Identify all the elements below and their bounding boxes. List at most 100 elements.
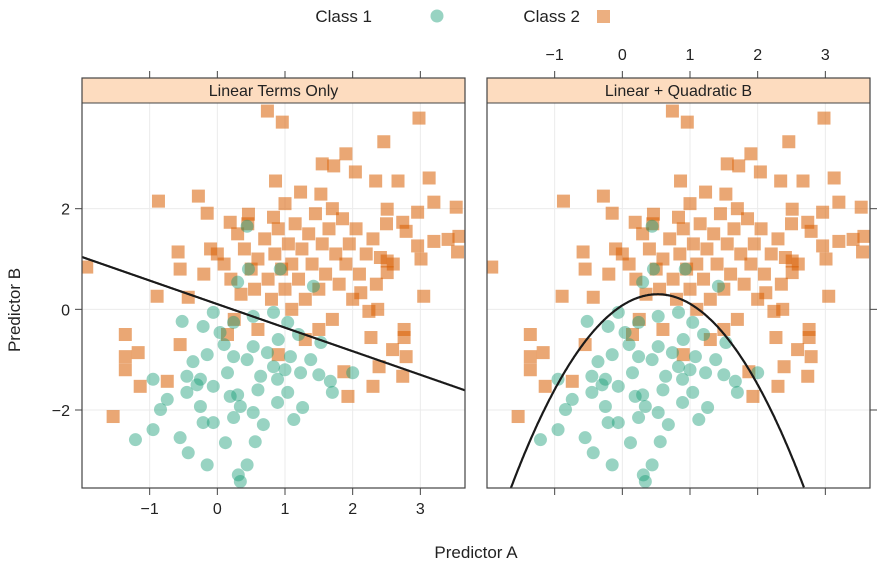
x-axis-label: Predictor A [434,543,518,562]
point-class-2 [342,237,356,251]
panel-1: Linear Terms Only −1 0 1 2 3 −2 0 2 [52,71,466,518]
point-class-2 [622,257,636,271]
point-class-2 [366,379,380,393]
point-class-2 [609,242,623,256]
point-class-2 [377,135,391,149]
point-class-2 [676,222,690,236]
point-class-2 [399,350,413,364]
point-class-1 [241,262,255,276]
point-class-2 [605,206,619,220]
x-tick-label-top: 0 [618,47,627,64]
point-class-2 [720,237,734,251]
point-class-2 [278,197,292,211]
x-tick-label-top: 3 [821,47,830,64]
point-class-2 [628,215,642,229]
point-class-1 [160,392,174,406]
point-class-1 [153,402,167,416]
x-tick-label: 3 [416,501,425,518]
point-class-2 [656,252,670,266]
point-class-2 [427,195,441,209]
point-class-2 [817,111,831,125]
point-class-2 [348,165,362,179]
point-class-1 [632,411,646,425]
point-class-2 [801,369,815,383]
panel-title: Linear + Quadratic B [605,83,752,100]
point-class-2 [774,174,788,188]
point-class-1 [636,275,650,289]
point-class-2 [260,104,274,118]
point-class-1 [146,423,160,437]
point-class-1 [196,319,210,333]
point-class-1 [730,385,744,399]
point-class-2 [846,232,860,246]
point-class-1 [218,436,232,450]
point-class-2 [396,369,410,383]
point-class-2 [710,257,724,271]
point-class-2 [683,282,697,296]
point-class-1 [213,325,227,339]
point-class-1 [200,458,214,472]
point-class-1 [651,406,665,420]
point-class-1 [248,435,262,449]
point-class-1 [688,350,702,364]
point-class-2 [686,237,700,251]
point-class-2 [632,312,646,326]
point-class-1 [346,366,360,380]
point-class-1 [653,435,667,449]
point-class-2 [857,229,870,243]
point-class-2 [118,350,132,364]
point-class-2 [653,282,667,296]
point-class-2 [417,289,431,303]
point-class-1 [625,366,639,380]
point-class-1 [686,385,700,399]
point-class-1 [636,388,650,402]
point-class-2 [150,289,164,303]
point-class-2 [244,262,258,276]
panel-border [81,77,466,489]
point-class-1 [551,423,565,437]
point-class-1 [256,418,270,432]
point-class-2 [791,257,805,271]
point-class-2 [822,289,836,303]
point-class-1 [231,468,245,482]
point-class-2 [757,267,771,281]
point-class-2 [727,222,741,236]
point-class-2 [832,234,846,248]
point-class-2 [741,212,755,226]
point-class-2 [339,257,353,271]
point-class-1 [206,379,220,393]
point-class-1 [585,369,599,383]
point-class-2 [271,348,285,362]
point-class-1 [223,389,237,403]
point-class-2 [816,239,830,253]
point-class-1 [728,374,742,388]
point-class-1 [605,348,619,362]
point-class-2 [411,205,425,219]
point-class-2 [285,257,299,271]
point-class-2 [441,232,455,246]
point-class-1 [646,262,660,276]
point-class-1 [206,416,220,430]
point-class-2 [713,207,727,221]
point-class-2 [292,272,306,286]
point-class-1 [193,399,207,413]
panel-strip [486,77,871,104]
point-class-1 [267,305,280,319]
x-tick-label: 1 [281,501,290,518]
point-class-2 [730,202,744,216]
point-class-1 [580,314,594,328]
point-class-1 [325,385,339,399]
point-class-1 [601,416,615,430]
point-class-2 [639,287,653,301]
point-class-1 [267,360,280,374]
point-class-1 [595,378,609,392]
point-class-2 [315,157,329,171]
point-class-2 [785,202,799,216]
point-class-1 [665,346,679,360]
point-class-2 [414,252,428,266]
y-tick-label: 2 [61,202,70,219]
point-class-2 [305,257,319,271]
points-layer [82,104,465,488]
